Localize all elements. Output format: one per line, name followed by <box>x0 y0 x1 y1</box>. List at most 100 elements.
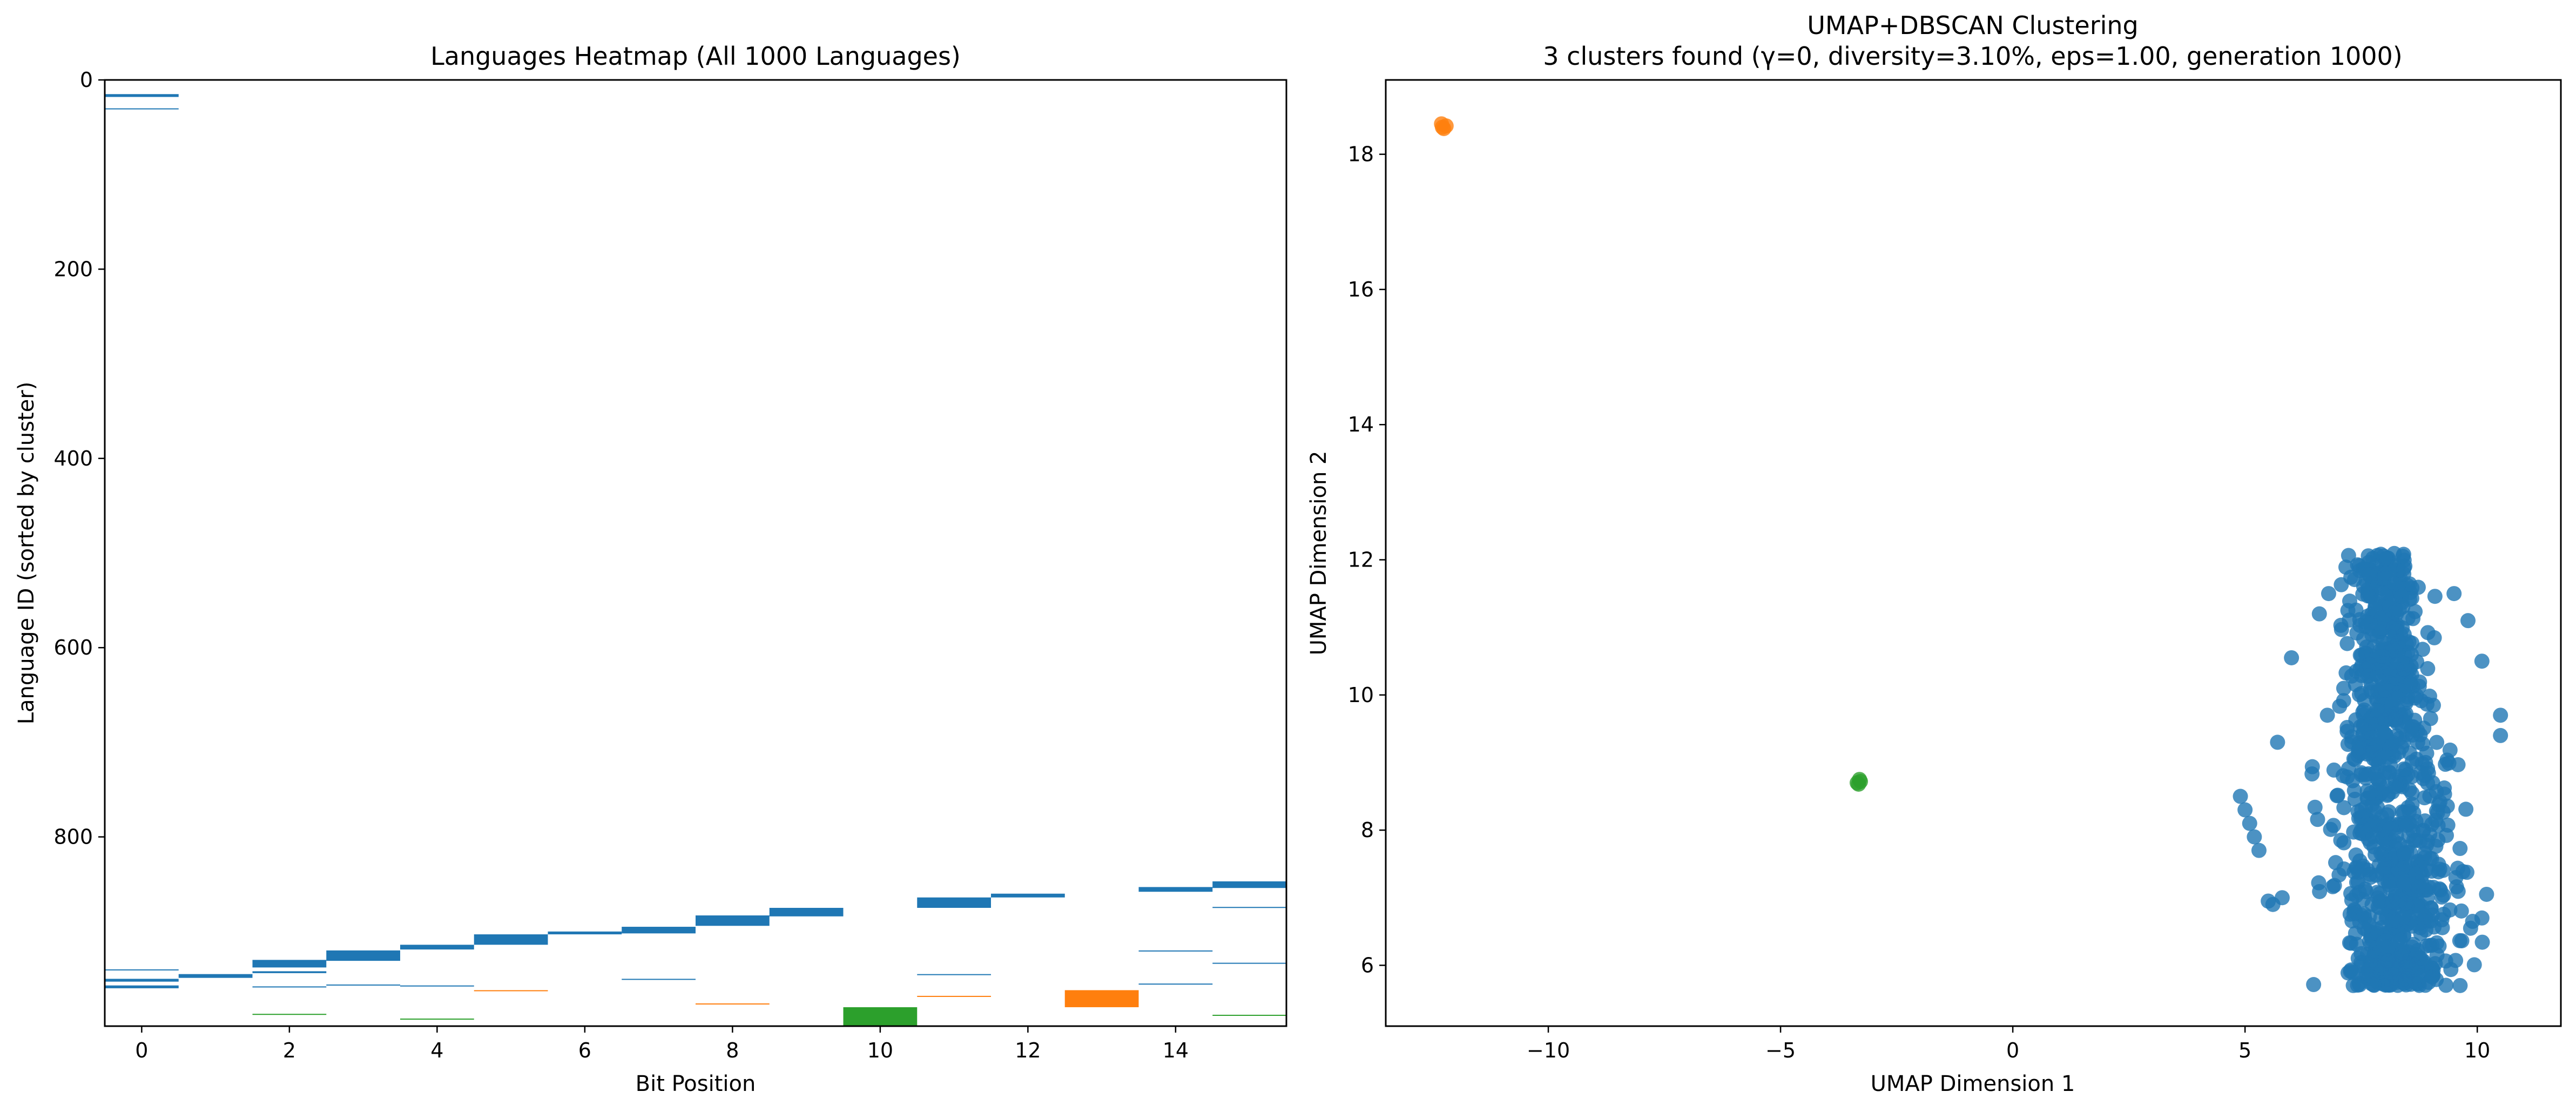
heatmap-cell <box>991 893 1065 898</box>
heatmap-cell <box>105 985 179 988</box>
scatter-point <box>2466 957 2482 973</box>
scatter-point <box>2428 839 2444 854</box>
scatter-point <box>2442 902 2458 918</box>
scatter-point <box>1853 773 1869 789</box>
heatmap-cell <box>326 984 400 986</box>
scatter-point <box>2429 734 2445 750</box>
heatmap-cell <box>843 1007 918 1026</box>
heatmap-cell <box>326 950 400 961</box>
scatter-point <box>2323 821 2338 837</box>
scatter-point <box>2407 690 2423 706</box>
scatter-point <box>2369 921 2384 937</box>
scatter-point <box>2242 816 2257 831</box>
scatter-point <box>2284 650 2299 665</box>
heatmap-cell <box>1212 881 1286 888</box>
heatmap-y-ticks: 0 200 400 600 800 <box>53 68 105 849</box>
scatter-point <box>2386 616 2402 631</box>
heatmap-cell <box>400 985 474 987</box>
heatmap-cell <box>1138 950 1213 952</box>
scatter-point <box>2353 719 2369 734</box>
scatter-point <box>2312 884 2328 899</box>
scatter-point <box>2367 804 2383 819</box>
scatter-point <box>2304 766 2320 782</box>
heatmap-cell <box>474 990 548 992</box>
heatmap-cell <box>474 934 548 945</box>
scatter-point <box>2330 787 2345 803</box>
scatter-x-label: UMAP Dimension 1 <box>1871 1071 2075 1096</box>
heatmap-cell <box>1212 1014 1286 1016</box>
heatmap-panel: Languages Heatmap (All 1000 Languages) 0… <box>14 42 1287 1096</box>
scatter-point <box>2452 841 2468 857</box>
scatter-point <box>2446 586 2462 602</box>
y-tick-label: 200 <box>53 257 93 281</box>
scatter-point <box>2341 548 2356 563</box>
scatter-point <box>2355 704 2371 720</box>
x-tick-label: 8 <box>726 1039 739 1062</box>
scatter-point <box>2306 977 2322 993</box>
heatmap-cell <box>1212 907 1286 908</box>
scatter-point <box>2233 788 2248 804</box>
scatter-point <box>2321 586 2336 602</box>
scatter-point <box>2413 926 2429 941</box>
scatter-point <box>2395 549 2411 564</box>
scatter-point <box>2386 604 2402 620</box>
scatter-subtitle: 3 clusters found (γ=0, diversity=3.10%, … <box>1543 42 2402 71</box>
scatter-point <box>2382 662 2398 678</box>
scatter-point <box>2407 974 2423 989</box>
heatmap-cell <box>400 945 474 950</box>
scatter-point <box>2343 962 2359 978</box>
heatmap-cell <box>105 979 179 982</box>
scatter-point <box>2383 852 2399 868</box>
x-tick-label: −10 <box>1527 1039 1570 1062</box>
scatter-point <box>2385 693 2401 709</box>
scatter-point <box>2377 682 2393 698</box>
scatter-point <box>2382 820 2398 836</box>
scatter-point <box>1434 119 1450 135</box>
scatter-point <box>2382 741 2398 757</box>
scatter-point <box>2363 682 2378 697</box>
scatter-point <box>2402 591 2417 607</box>
scatter-point <box>2440 817 2456 833</box>
y-tick-label: 14 <box>1348 413 1374 436</box>
scatter-point <box>2343 569 2359 585</box>
scatter-point <box>2410 942 2425 958</box>
scatter-point <box>2237 802 2253 818</box>
scatter-point <box>2417 767 2432 783</box>
scatter-point <box>2474 934 2490 950</box>
scatter-point <box>2443 962 2459 978</box>
scatter-point <box>2395 942 2411 958</box>
scatter-point <box>2396 761 2412 777</box>
scatter-point <box>2387 712 2403 728</box>
scatter-point <box>2336 693 2351 709</box>
scatter-point <box>2417 813 2433 828</box>
x-tick-label: 2 <box>283 1039 296 1062</box>
scatter-point <box>2404 719 2420 735</box>
heatmap-cell <box>548 931 622 935</box>
scatter-point <box>2402 782 2417 798</box>
scatter-y-ticks: 6 8 10 12 14 16 18 <box>1348 143 1386 977</box>
y-tick-label: 12 <box>1348 548 1374 572</box>
scatter-point <box>2420 661 2436 677</box>
scatter-point <box>2348 905 2364 920</box>
heatmap-cell <box>1212 962 1286 964</box>
scatter-points <box>1434 116 2508 993</box>
scatter-point <box>2343 935 2359 951</box>
scatter-point <box>2274 890 2290 906</box>
scatter-point <box>2373 893 2389 909</box>
scatter-point <box>2474 653 2490 669</box>
y-tick-label: 0 <box>80 68 93 92</box>
scatter-point <box>2349 860 2364 876</box>
scatter-point <box>2374 648 2390 664</box>
scatter-point <box>2364 976 2379 992</box>
y-tick-label: 800 <box>53 825 93 849</box>
heatmap-cell <box>178 974 253 978</box>
scatter-point <box>2479 886 2494 902</box>
heatmap-cell <box>105 94 179 97</box>
scatter-point <box>2373 785 2389 800</box>
x-tick-label: 14 <box>1163 1039 1189 1062</box>
scatter-point <box>2432 882 2448 898</box>
scatter-point <box>2425 697 2441 713</box>
scatter-title: UMAP+DBSCAN Clustering <box>1807 11 2139 40</box>
scatter-point <box>2349 625 2365 641</box>
scatter-point <box>2363 615 2378 631</box>
